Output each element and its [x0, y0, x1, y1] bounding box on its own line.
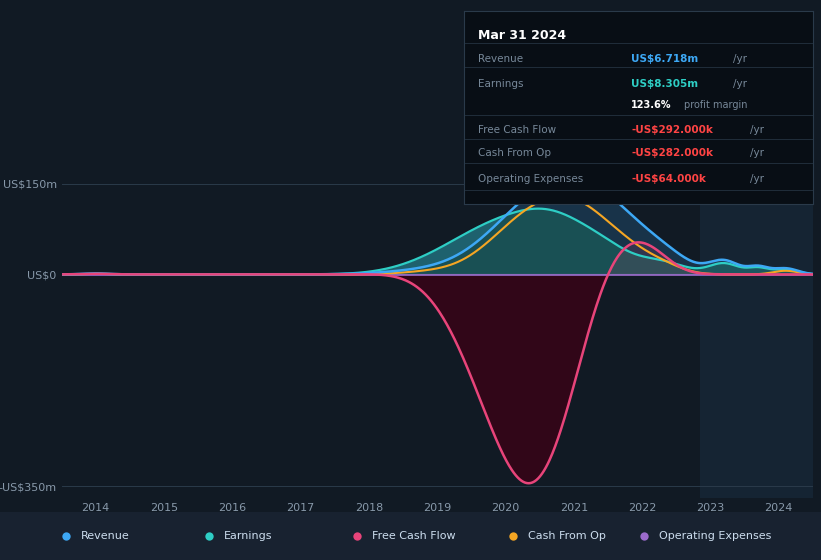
Text: Earnings: Earnings	[224, 531, 273, 541]
Text: Cash From Op: Cash From Op	[478, 148, 551, 158]
Text: /yr: /yr	[750, 125, 764, 135]
Text: /yr: /yr	[732, 79, 746, 89]
Text: Free Cash Flow: Free Cash Flow	[478, 125, 556, 135]
Text: profit margin: profit margin	[684, 100, 747, 110]
Text: -US$292.000k: -US$292.000k	[631, 125, 713, 135]
Text: Mar 31 2024: Mar 31 2024	[478, 29, 566, 41]
Text: Operating Expenses: Operating Expenses	[478, 175, 583, 184]
Text: /yr: /yr	[732, 54, 746, 64]
Text: Revenue: Revenue	[80, 531, 129, 541]
Text: Operating Expenses: Operating Expenses	[659, 531, 772, 541]
Text: US$6.718m: US$6.718m	[631, 54, 699, 64]
Text: Free Cash Flow: Free Cash Flow	[372, 531, 456, 541]
Text: -US$282.000k: -US$282.000k	[631, 148, 713, 158]
Text: Earnings: Earnings	[478, 79, 523, 89]
Text: Cash From Op: Cash From Op	[528, 531, 606, 541]
Bar	[700, 162, 813, 498]
Text: -US$64.000k: -US$64.000k	[631, 175, 706, 184]
Text: US$8.305m: US$8.305m	[631, 79, 699, 89]
Text: /yr: /yr	[750, 175, 764, 184]
Text: Revenue: Revenue	[478, 54, 523, 64]
Text: /yr: /yr	[750, 148, 764, 158]
Text: 123.6%: 123.6%	[631, 100, 672, 110]
